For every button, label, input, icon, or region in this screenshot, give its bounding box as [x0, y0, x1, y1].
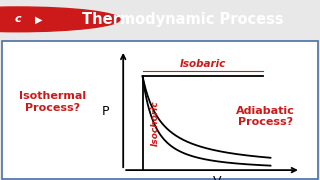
Text: Isothermal
Process?: Isothermal Process?	[19, 91, 86, 113]
Text: Isochoric: Isochoric	[151, 100, 160, 146]
Text: Isobaric: Isobaric	[180, 58, 226, 69]
Text: V: V	[212, 175, 221, 180]
Text: P: P	[102, 105, 109, 118]
Text: Thermodynamic Process: Thermodynamic Process	[82, 12, 283, 27]
Text: Adiabatic
Process?: Adiabatic Process?	[236, 106, 295, 127]
Text: c: c	[14, 14, 21, 24]
Text: ▶: ▶	[35, 14, 42, 24]
FancyBboxPatch shape	[2, 41, 318, 179]
Circle shape	[0, 7, 120, 32]
